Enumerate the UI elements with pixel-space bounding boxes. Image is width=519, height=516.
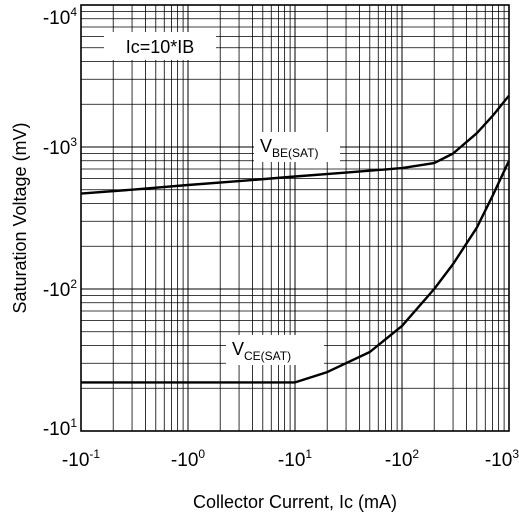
- label-group: -10-1 -100 -101 -102 -103 -101 -102 -103 -104 Ic=…: [43, 5, 519, 471]
- x-tick-label: -103: [485, 447, 519, 471]
- grid-lines: [80, 5, 509, 432]
- vbe-sat-curve: [80, 94, 510, 195]
- vce-sat-label: VCE(SAT): [232, 339, 291, 363]
- vbe-sat-label: VBE(SAT): [260, 136, 318, 160]
- vce-sat-curve: [81, 160, 511, 384]
- x-axis-label: Collector Current, Ic (mA): [193, 492, 397, 512]
- series-group: [80, 94, 511, 384]
- annotation-background: [104, 32, 216, 60]
- x-tick-label: -10-1: [62, 447, 100, 471]
- series-label-background: [254, 132, 340, 162]
- x-tick-label: -100: [171, 447, 205, 471]
- y-axis-label: Saturation Voltage (mV): [10, 122, 30, 313]
- y-tick-label: -103: [43, 135, 77, 159]
- series-label-background: [226, 335, 324, 365]
- y-tick-label: -101: [43, 416, 77, 440]
- condition-annotation: Ic=10*IB: [126, 37, 195, 57]
- x-tick-label: -102: [385, 447, 419, 471]
- plot-frame: [80, 4, 510, 432]
- y-tick-label: -102: [43, 277, 77, 301]
- y-tick-label: -104: [43, 5, 77, 29]
- x-tick-label: -101: [278, 447, 312, 471]
